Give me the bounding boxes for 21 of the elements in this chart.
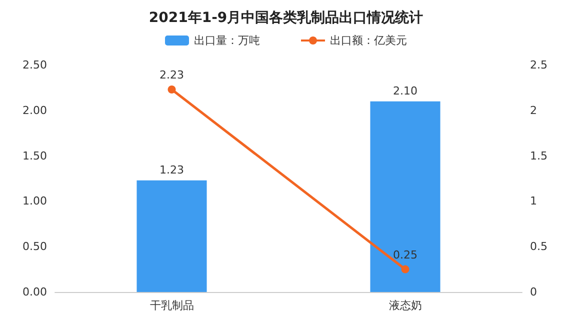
y2-tick-label: 0.5 xyxy=(530,240,548,254)
data-label: 2.10 xyxy=(393,84,418,98)
data-label: 0.25 xyxy=(393,248,418,262)
y-tick-label: 0.00 xyxy=(22,286,47,298)
y2-tick-label: 1.5 xyxy=(530,149,548,162)
y-tick-label: 0.50 xyxy=(22,240,47,254)
x-tick-label: 干乳制品 xyxy=(150,299,194,312)
y2-tick-label: 2.5 xyxy=(530,58,548,72)
y-tick-label: 1.50 xyxy=(22,149,47,162)
y2-tick-label: 2 xyxy=(530,104,537,117)
data-label: 1.23 xyxy=(160,163,184,176)
legend-label: 出口额：亿美元 xyxy=(330,34,407,47)
data-label: 2.23 xyxy=(160,68,184,82)
x-tick-label: 液态奶 xyxy=(388,299,422,312)
legend-label: 出口量：万吨 xyxy=(194,34,260,47)
y2-tick-label: 0 xyxy=(530,286,537,298)
y2-tick-label: 1 xyxy=(530,194,537,208)
chart-title: 2021年1-9月中国各类乳制品出口情况统计 xyxy=(148,9,424,26)
y-tick-label: 1.00 xyxy=(22,194,47,208)
y-tick-label: 2.50 xyxy=(22,58,47,72)
y-tick-label: 2.00 xyxy=(22,104,47,117)
